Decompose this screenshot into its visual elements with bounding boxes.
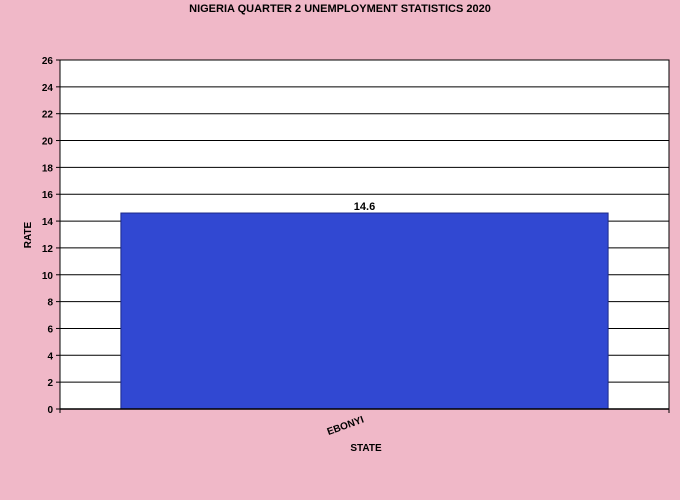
y-tick-label: 14 [42, 217, 54, 228]
y-tick-label: 24 [42, 83, 54, 94]
x-axis: EBONYI [59, 408, 670, 438]
y-tick-label: 18 [42, 163, 54, 174]
bars: 14.6 [120, 199, 609, 410]
y-axis-title: RATE [23, 221, 34, 248]
y-tick-label: 20 [42, 137, 54, 148]
x-tick-label: EBONYI [326, 414, 366, 438]
y-tick-label: 12 [42, 244, 54, 255]
y-tick-label: 22 [42, 110, 54, 121]
y-tick-label: 16 [42, 190, 54, 201]
y-tick-label: 6 [47, 324, 53, 335]
y-tick-label: 2 [47, 378, 53, 389]
y-tick-label: 8 [47, 298, 53, 309]
y-tick-label: 10 [42, 271, 54, 282]
x-axis-title: STATE [350, 443, 382, 454]
y-tick-label: 4 [47, 351, 53, 362]
data-label: 14.6 [354, 201, 375, 213]
y-tick-label: 0 [47, 405, 53, 416]
data-label-background [348, 199, 381, 213]
bar [120, 212, 609, 410]
chart-title: NIGERIA QUARTER 2 UNEMPLOYMENT STATISTIC… [189, 3, 491, 15]
y-tick-label: 26 [42, 56, 54, 67]
